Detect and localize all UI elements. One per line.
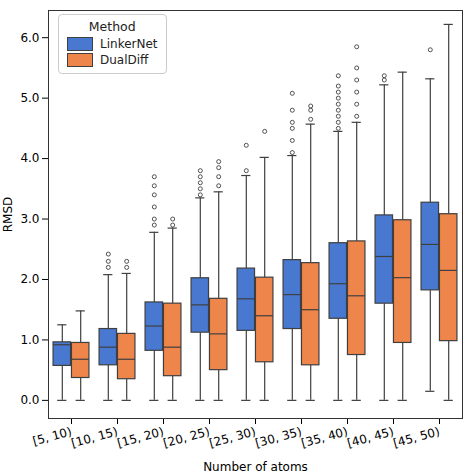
- svg-text:RMSD: RMSD: [1, 197, 15, 233]
- svg-text:[30, 35): [30, 35): [254, 424, 304, 450]
- svg-text:Number of atoms: Number of atoms: [203, 460, 308, 474]
- html-text:LinkerNet: LinkerNet: [100, 37, 158, 51]
- html-text:DualDiff: DualDiff: [100, 53, 149, 67]
- svg-text:5.0: 5.0: [20, 91, 39, 105]
- html-text:Method: Method: [88, 19, 136, 34]
- svg-text:[5, 10): [5, 10): [31, 424, 73, 448]
- svg-text:2.0: 2.0: [20, 272, 39, 286]
- svg-text:[10, 15): [10, 15): [70, 424, 120, 450]
- svg-text:3.0: 3.0: [20, 212, 39, 226]
- svg-text:[25, 30): [25, 30): [208, 424, 258, 450]
- svg-text:[20, 25): [20, 25): [162, 424, 212, 450]
- svg-text:[45, 50): [45, 50): [392, 424, 442, 450]
- svg-text:[15, 20): [15, 20): [116, 424, 166, 450]
- svg-text:1.0: 1.0: [20, 333, 39, 347]
- svg-text:6.0: 6.0: [20, 31, 39, 45]
- svg-text:[40, 45): [40, 45): [346, 424, 396, 450]
- svg-text:[35, 40): [35, 40): [300, 424, 350, 450]
- svg-text:0.0: 0.0: [20, 393, 39, 407]
- svg-text:4.0: 4.0: [20, 151, 39, 165]
